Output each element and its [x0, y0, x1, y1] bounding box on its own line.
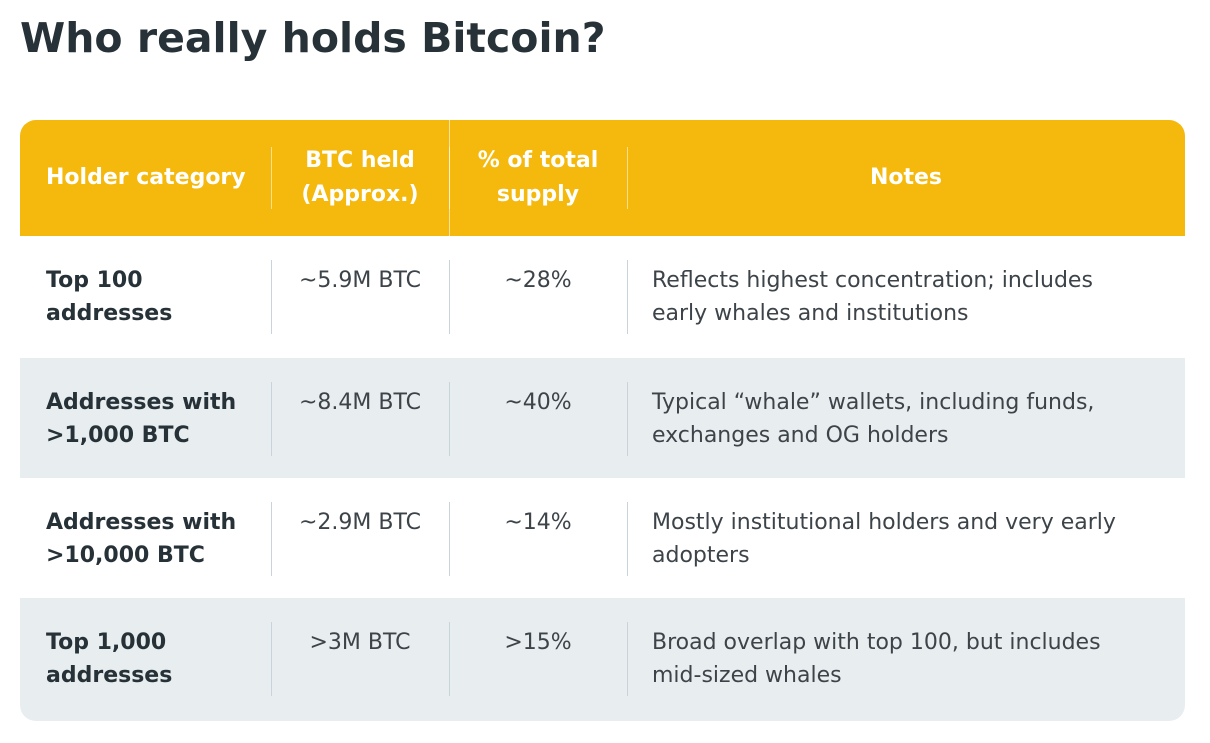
row-notes: Typical “whale” wallets, including funds… — [627, 358, 1185, 478]
row-notes: Broad overlap with top 100, but includes… — [627, 598, 1185, 721]
row-btc-held: >3M BTC — [271, 598, 449, 721]
header-holder-category: Holder category — [46, 165, 246, 190]
row-percent-supply: ~40% — [449, 358, 627, 478]
header-btc-held: BTC held (Approx.) — [271, 120, 449, 236]
table-row: Top 100 addresses ~5.9M BTC ~28% Reflect… — [20, 236, 1185, 358]
row-notes: Reflects highest concentration; includes… — [627, 236, 1185, 358]
page-title: Who really holds Bitcoin? — [20, 14, 606, 62]
row-category: Top 100 addresses — [46, 268, 173, 326]
table-row: Addresses with >1,000 BTC ~8.4M BTC ~40%… — [20, 358, 1185, 478]
row-category: Addresses with >1,000 BTC — [46, 390, 237, 448]
row-btc-held: ~2.9M BTC — [271, 478, 449, 598]
row-percent-supply: ~14% — [449, 478, 627, 598]
row-notes: Mostly institutional holders and very ea… — [627, 478, 1185, 598]
table-row: Top 1,000 addresses >3M BTC >15% Broad o… — [20, 598, 1185, 721]
row-btc-held: ~8.4M BTC — [271, 358, 449, 478]
holders-table: Holder category BTC held (Approx.) % of … — [20, 120, 1185, 721]
row-btc-held: ~5.9M BTC — [271, 236, 449, 358]
header-notes: Notes — [627, 120, 1185, 236]
header-percent-supply: % of total supply — [449, 120, 627, 236]
row-percent-supply: ~28% — [449, 236, 627, 358]
table-row: Addresses with >10,000 BTC ~2.9M BTC ~14… — [20, 478, 1185, 598]
row-percent-supply: >15% — [449, 598, 627, 721]
row-category: Top 1,000 addresses — [46, 630, 173, 688]
table-header-row: Holder category BTC held (Approx.) % of … — [20, 120, 1185, 236]
row-category: Addresses with >10,000 BTC — [46, 510, 237, 568]
